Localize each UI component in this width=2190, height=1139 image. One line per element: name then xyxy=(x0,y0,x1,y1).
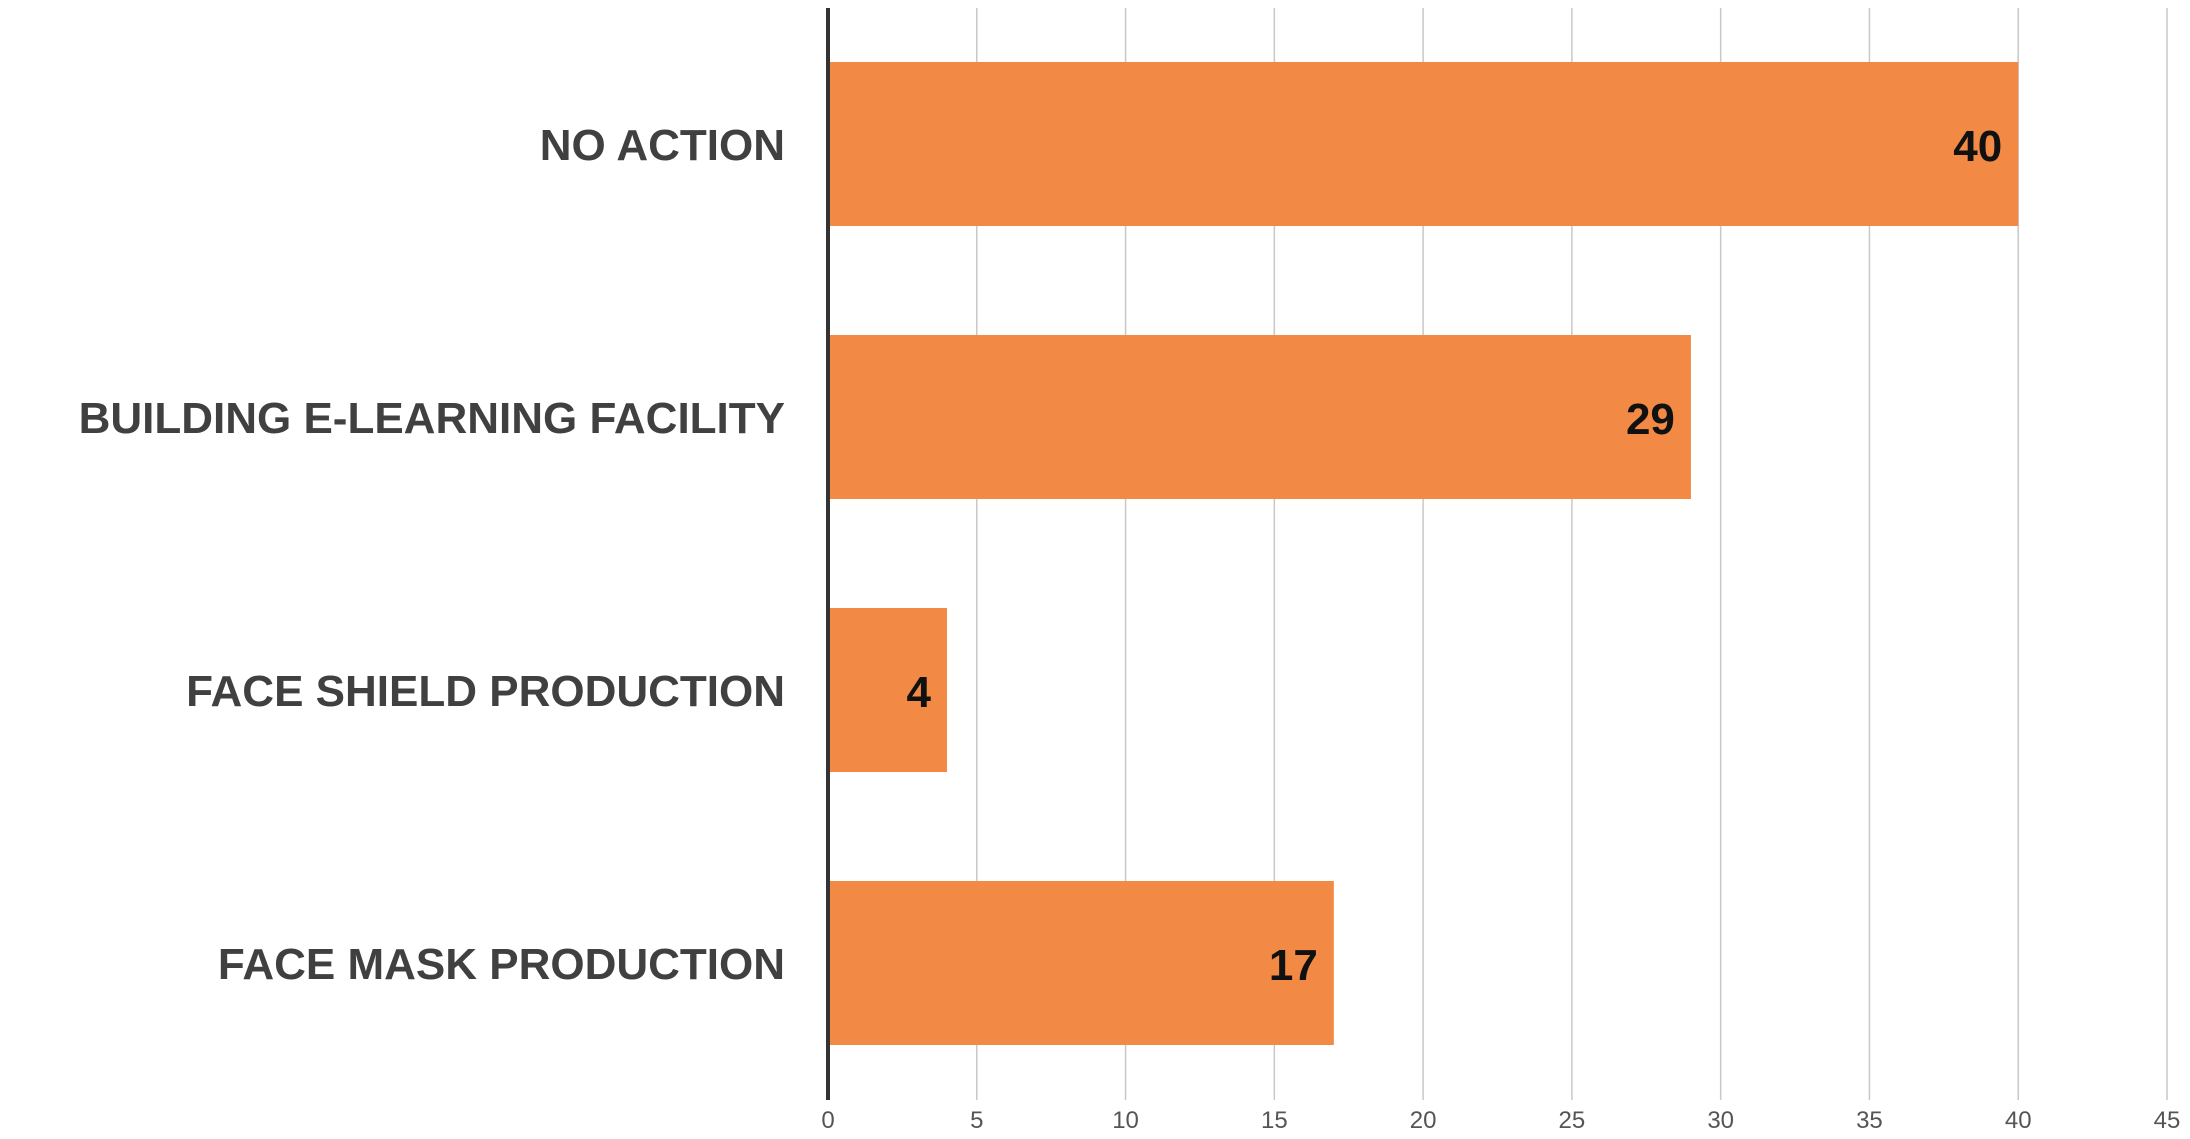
x-tick-label: 25 xyxy=(1559,1107,1586,1134)
category-label: FACE SHIELD PRODUCTION xyxy=(186,667,785,716)
x-tick-label: 20 xyxy=(1410,1107,1437,1134)
x-tick-label: 40 xyxy=(2005,1107,2032,1134)
data-label: 40 xyxy=(1953,122,2002,171)
bar xyxy=(828,62,2019,226)
value-labels: 40 29 4 17 xyxy=(907,122,2003,990)
bar xyxy=(828,335,1691,499)
x-tick-label: 5 xyxy=(970,1107,983,1134)
x-tick-label: 0 xyxy=(821,1107,834,1134)
data-label: 17 xyxy=(1269,941,1318,990)
bars xyxy=(828,62,2019,1045)
bar xyxy=(828,608,948,772)
category-label: NO ACTION xyxy=(540,121,785,170)
x-tick-label: 30 xyxy=(1707,1107,1734,1134)
x-tick-label: 15 xyxy=(1261,1107,1288,1134)
x-tick-label: 45 xyxy=(2154,1107,2181,1134)
bar xyxy=(828,881,1334,1045)
category-label: BUILDING E-LEARNING FACILITY xyxy=(79,394,785,443)
category-labels: NO ACTION BUILDING E-LEARNING FACILITY FAC… xyxy=(79,121,785,989)
data-label: 4 xyxy=(907,668,932,717)
category-label: FACE MASK PRODUCTION xyxy=(218,940,785,989)
data-label: 29 xyxy=(1626,395,1675,444)
x-tick-label: 35 xyxy=(1856,1107,1883,1134)
x-tick-label: 10 xyxy=(1112,1107,1139,1134)
x-tick-labels: 0 5 10 15 20 25 30 35 40 45 xyxy=(821,1107,2180,1134)
